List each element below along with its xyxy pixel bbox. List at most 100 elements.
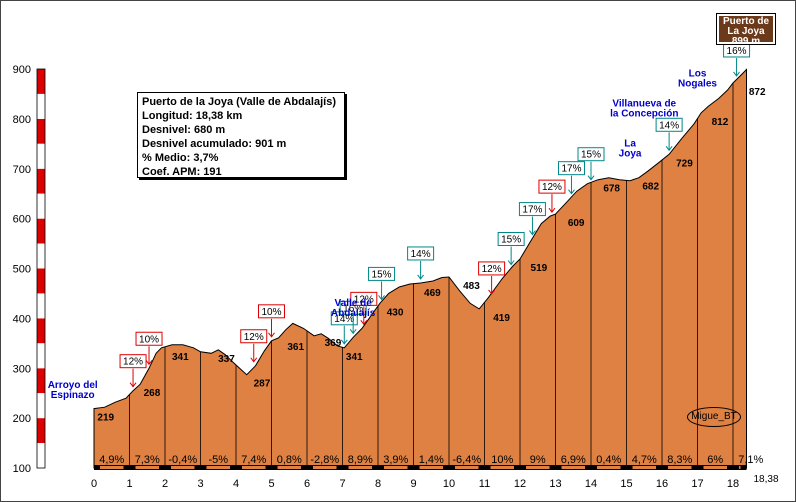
bottom-strip-segment (526, 466, 550, 469)
y-tick-label: 100 (13, 463, 31, 475)
elevation-point-label: 682 (642, 182, 659, 193)
place-label: Los (689, 68, 707, 79)
grade-marker-label: 16% (343, 303, 363, 314)
bottom-strip-segment (490, 466, 515, 469)
elevation-point-label: 369 (325, 338, 342, 349)
y-axis-band-white (37, 93, 45, 119)
summit-line-2: La Joya (727, 26, 765, 37)
elevation-point-label: 341 (346, 352, 363, 363)
x-tick-label: 0 (91, 478, 97, 490)
segment-grade-label: 8,3% (667, 454, 692, 466)
grade-marker-arrowhead (548, 207, 556, 213)
segment-grade-label: 0,4% (596, 454, 621, 466)
y-axis-band-red (37, 368, 45, 394)
place-label: La (624, 138, 636, 149)
y-axis-band-white (37, 293, 45, 319)
elevation-point-label: 469 (424, 288, 441, 299)
y-tick-label: 600 (13, 214, 31, 226)
segment-grade-label: -6,4% (452, 454, 481, 466)
grade-marker-arrowhead (268, 332, 275, 338)
bottom-strip-segment (348, 466, 373, 469)
elevation-point-label: 337 (218, 354, 235, 365)
summit-line-3: 899 m (731, 36, 761, 47)
segment-grade-label: 7,4% (241, 454, 266, 466)
segment-grade-label: 10% (491, 454, 513, 466)
y-axis-band-white (37, 143, 45, 169)
grade-marker-box (577, 147, 605, 162)
y-tick-label: 700 (13, 164, 31, 176)
x-tick-label: 2 (162, 478, 168, 490)
elevation-point-label: 219 (97, 413, 114, 424)
grade-marker-label: 14% (659, 120, 679, 131)
segment-grade-label: 6% (707, 454, 723, 466)
grade-marker-arrowhead (378, 295, 385, 301)
place-label: Arroyo del (48, 380, 98, 391)
x-tick-label: 14 (585, 478, 597, 490)
bottom-strip-segment (561, 466, 586, 469)
grade-marker-box (407, 246, 435, 261)
y-tick-label: 200 (13, 413, 31, 425)
x-end-label: 18,38 (753, 474, 778, 485)
bottom-strip-segment (313, 466, 337, 469)
grade-marker-arrowhead (568, 189, 575, 195)
y-axis-band-red (37, 268, 45, 294)
y-axis-band-white (37, 393, 45, 419)
grade-marker-label: 15% (581, 150, 601, 161)
grade-marker-label: 10% (261, 307, 281, 318)
grade-marker-box (538, 179, 566, 194)
y-axis-bar-frame (36, 68, 46, 469)
y-tick-label: 400 (13, 313, 31, 325)
place-label: Villanueva de (612, 98, 676, 109)
grade-marker-label: 12% (542, 182, 562, 193)
grade-marker-arrowhead (145, 359, 153, 366)
info-cumulative-gain: Desnivel acumulado: 901 m (142, 138, 287, 150)
elevation-point-label: 287 (254, 379, 271, 390)
y-axis-band-white (37, 443, 45, 468)
grade-marker-box (135, 331, 163, 346)
x-tick-label: 8 (375, 478, 381, 490)
summit-label: Puerto de La Joya 899 m (716, 13, 776, 47)
y-tick-label: 900 (13, 64, 31, 76)
grade-marker-label: 17% (522, 205, 542, 216)
x-tick-label: 5 (268, 478, 274, 490)
bottom-strip-segment (739, 466, 741, 469)
elevation-point-label: 609 (568, 218, 585, 229)
grade-marker-arrowhead (529, 230, 536, 236)
bottom-strip-segment (703, 466, 728, 469)
grade-marker-label: 12% (244, 332, 264, 343)
y-tick-label: 300 (13, 363, 31, 375)
x-tick-label: 12 (514, 478, 526, 490)
segment-grade-label: 4,7% (632, 454, 657, 466)
grade-marker-label: 14% (334, 314, 354, 325)
grade-marker-box (557, 161, 585, 176)
segment-grade-label: 1,4% (419, 454, 444, 466)
grade-marker-label: 12% (123, 357, 143, 368)
grade-marker-box (368, 266, 396, 281)
elevation-point-label: 419 (493, 313, 510, 324)
elevation-point-label: 872 (749, 87, 766, 98)
x-tick-label: 18 (727, 478, 739, 490)
place-label: Valle de (335, 298, 373, 309)
grade-marker-arrowhead (665, 145, 673, 152)
x-tick-label: 11 (479, 478, 490, 490)
x-tick-label: 17 (691, 478, 703, 490)
grade-marker-label: 15% (501, 235, 521, 246)
segment-grade-label: 9% (530, 454, 546, 466)
bottom-strip-segment (135, 466, 160, 469)
y-axis-band-white (37, 243, 45, 269)
y-axis-band-red (37, 318, 45, 344)
y-tick-label: 500 (13, 264, 31, 276)
grade-marker-arrowhead (349, 329, 357, 335)
bottom-strip-segment (419, 466, 444, 469)
grade-marker-arrowhead (250, 357, 258, 363)
grade-marker-box (497, 232, 525, 246)
elevation-point-label: 430 (387, 307, 404, 318)
bottom-strip-segment (455, 466, 479, 469)
info-average-grade: % Medio: 3,7% (142, 152, 219, 164)
elevation-point-label: 729 (676, 158, 693, 169)
place-label: Espinazo (51, 390, 95, 401)
segment-grade-label: -2,8% (310, 454, 339, 466)
bottom-strip-segment (206, 466, 231, 469)
x-tick-label: 3 (197, 478, 203, 490)
y-axis-band-red (37, 168, 45, 194)
